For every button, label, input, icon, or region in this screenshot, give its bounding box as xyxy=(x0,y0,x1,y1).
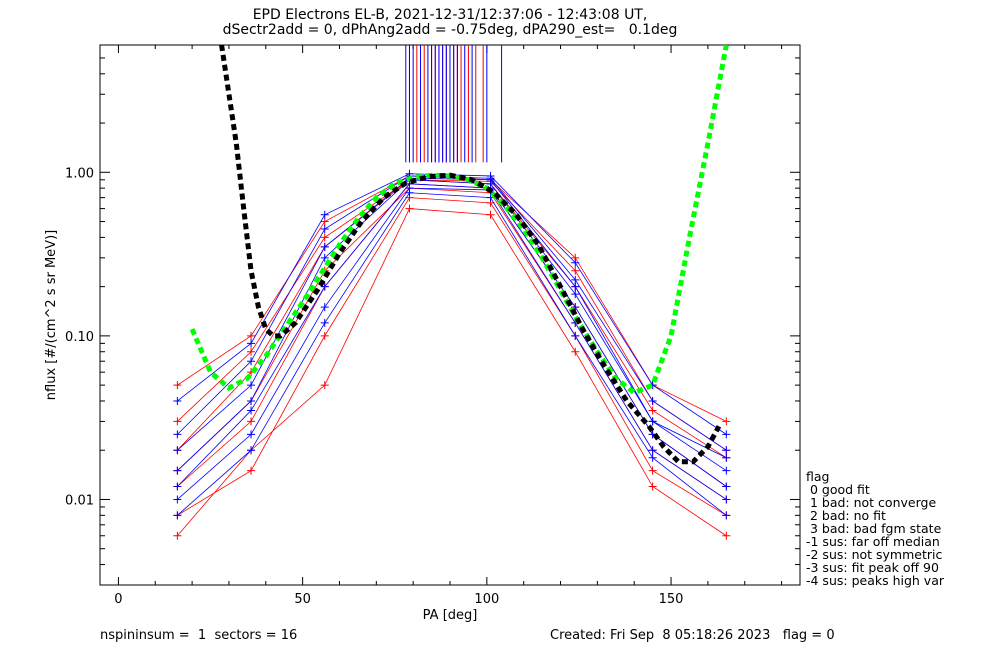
flux-point-blue xyxy=(320,282,329,291)
chart-title-line1: EPD Electrons EL-B, 2021-12-31/12:37:06 … xyxy=(252,7,648,23)
footer-left: nspininsum = 1 sectors = 16 xyxy=(100,628,298,643)
flux-point-blue xyxy=(571,331,580,340)
flux-point-blue xyxy=(247,339,256,348)
x-tick-label: 0 xyxy=(114,592,122,607)
flux-curve-blue xyxy=(177,187,727,500)
flux-point-red xyxy=(173,381,182,390)
flux-point-blue xyxy=(247,357,256,366)
y-axis-label: nflux [#/(cm^2 s sr MeV)] xyxy=(44,230,59,400)
data-region xyxy=(173,45,731,540)
x-tick-label: 50 xyxy=(294,592,311,607)
flux-point-red xyxy=(648,482,657,491)
plot-marks xyxy=(173,45,731,540)
flux-point-red xyxy=(722,417,731,426)
flux-curve-red xyxy=(177,187,727,500)
flux-point-red xyxy=(405,204,414,213)
legend-item: -4 sus: peaks high var xyxy=(806,573,945,588)
flux-point-blue xyxy=(648,453,657,462)
flux-point-blue xyxy=(173,446,182,455)
flux-point-blue xyxy=(648,417,657,426)
flux-curve-red xyxy=(177,179,727,459)
flux-curve-blue xyxy=(177,192,727,516)
flux-point-blue xyxy=(722,446,731,455)
flux-point-blue xyxy=(320,225,329,234)
flux-point-red xyxy=(722,531,731,540)
legend-item: -2 sus: not symmetric xyxy=(806,547,943,562)
flux-point-blue xyxy=(722,466,731,475)
x-tick-label: 150 xyxy=(659,592,684,607)
fit-curve-black xyxy=(219,45,722,465)
flux-point-blue xyxy=(320,242,329,251)
flux-point-red xyxy=(173,417,182,426)
flux-point-blue xyxy=(722,430,731,439)
y-tick-label: 0.10 xyxy=(65,330,94,345)
plot-axes: 0 50 100 150 0.01 0.10 1.00 PA [deg] nflux [#/(c… xyxy=(44,44,801,623)
legend-item: -3 sus: fit peak off 90 xyxy=(806,560,939,575)
flux-point-blue xyxy=(320,303,329,312)
flux-point-red xyxy=(247,466,256,475)
flux-point-red xyxy=(320,217,329,226)
flux-curve-blue xyxy=(177,179,727,471)
legend-item: -1 sus: far off median xyxy=(806,534,940,549)
x-tick-label: 100 xyxy=(474,592,499,607)
flux-point-blue xyxy=(247,396,256,405)
flux-point-red xyxy=(247,417,256,426)
flux-point-blue xyxy=(247,381,256,390)
flux-point-blue xyxy=(173,482,182,491)
flux-point-red xyxy=(648,466,657,475)
flux-point-blue xyxy=(722,495,731,504)
flux-point-red xyxy=(486,210,495,219)
flux-point-blue xyxy=(173,511,182,520)
flux-point-blue xyxy=(405,188,414,197)
flux-point-blue xyxy=(722,511,731,520)
flux-point-red xyxy=(320,381,329,390)
flux-curve-red xyxy=(177,197,727,516)
flux-point-blue xyxy=(648,396,657,405)
y-tick-label: 0.01 xyxy=(65,493,94,508)
flux-point-red xyxy=(173,531,182,540)
flux-point-blue xyxy=(571,282,580,291)
flux-point-blue xyxy=(648,446,657,455)
flux-curve-red xyxy=(177,183,727,487)
flux-point-red xyxy=(571,347,580,356)
flux-point-blue xyxy=(173,430,182,439)
y-tick-label: 1.00 xyxy=(65,166,94,181)
flux-point-blue xyxy=(247,430,256,439)
flux-point-blue xyxy=(320,253,329,262)
flag-legend: flag 0 good fit 1 bad: not converge 2 ba… xyxy=(806,470,944,587)
flux-point-blue xyxy=(486,175,495,184)
fit-curve-green xyxy=(189,45,729,396)
legend-item: 3 bad: bad fgm state xyxy=(806,521,942,536)
flux-point-blue xyxy=(173,495,182,504)
legend-item: 1 bad: not converge xyxy=(806,495,937,510)
legend-title: flag xyxy=(806,469,830,484)
chart-title-line2: dSectr2add = 0, dPhAng2add = -0.75deg, d… xyxy=(222,22,678,38)
flux-point-blue xyxy=(571,258,580,267)
flux-point-red xyxy=(320,233,329,242)
flux-point-blue xyxy=(571,290,580,299)
flux-point-red xyxy=(571,266,580,275)
flux-point-red xyxy=(247,331,256,340)
flux-point-red xyxy=(648,406,657,415)
x-axis-label: PA [deg] xyxy=(423,608,478,623)
flux-point-blue xyxy=(173,396,182,405)
flux-curve-blue xyxy=(177,183,727,487)
flux-curve-red xyxy=(177,208,727,537)
flux-point-red xyxy=(247,347,256,356)
flux-point-blue xyxy=(247,406,256,415)
flux-point-red xyxy=(320,331,329,340)
flux-point-blue xyxy=(247,446,256,455)
flux-point-blue xyxy=(320,318,329,327)
footer-right: Created: Fri Sep 8 05:18:26 2023 flag = … xyxy=(550,628,835,643)
flux-point-blue xyxy=(320,210,329,219)
flux-point-blue xyxy=(173,466,182,475)
legend-item: 0 good fit xyxy=(806,482,870,497)
legend-item: 2 bad: no fit xyxy=(806,508,886,523)
flux-curve-red xyxy=(177,179,727,451)
flux-point-blue xyxy=(571,275,580,284)
flux-point-blue xyxy=(722,453,731,462)
flux-point-blue xyxy=(722,482,731,491)
